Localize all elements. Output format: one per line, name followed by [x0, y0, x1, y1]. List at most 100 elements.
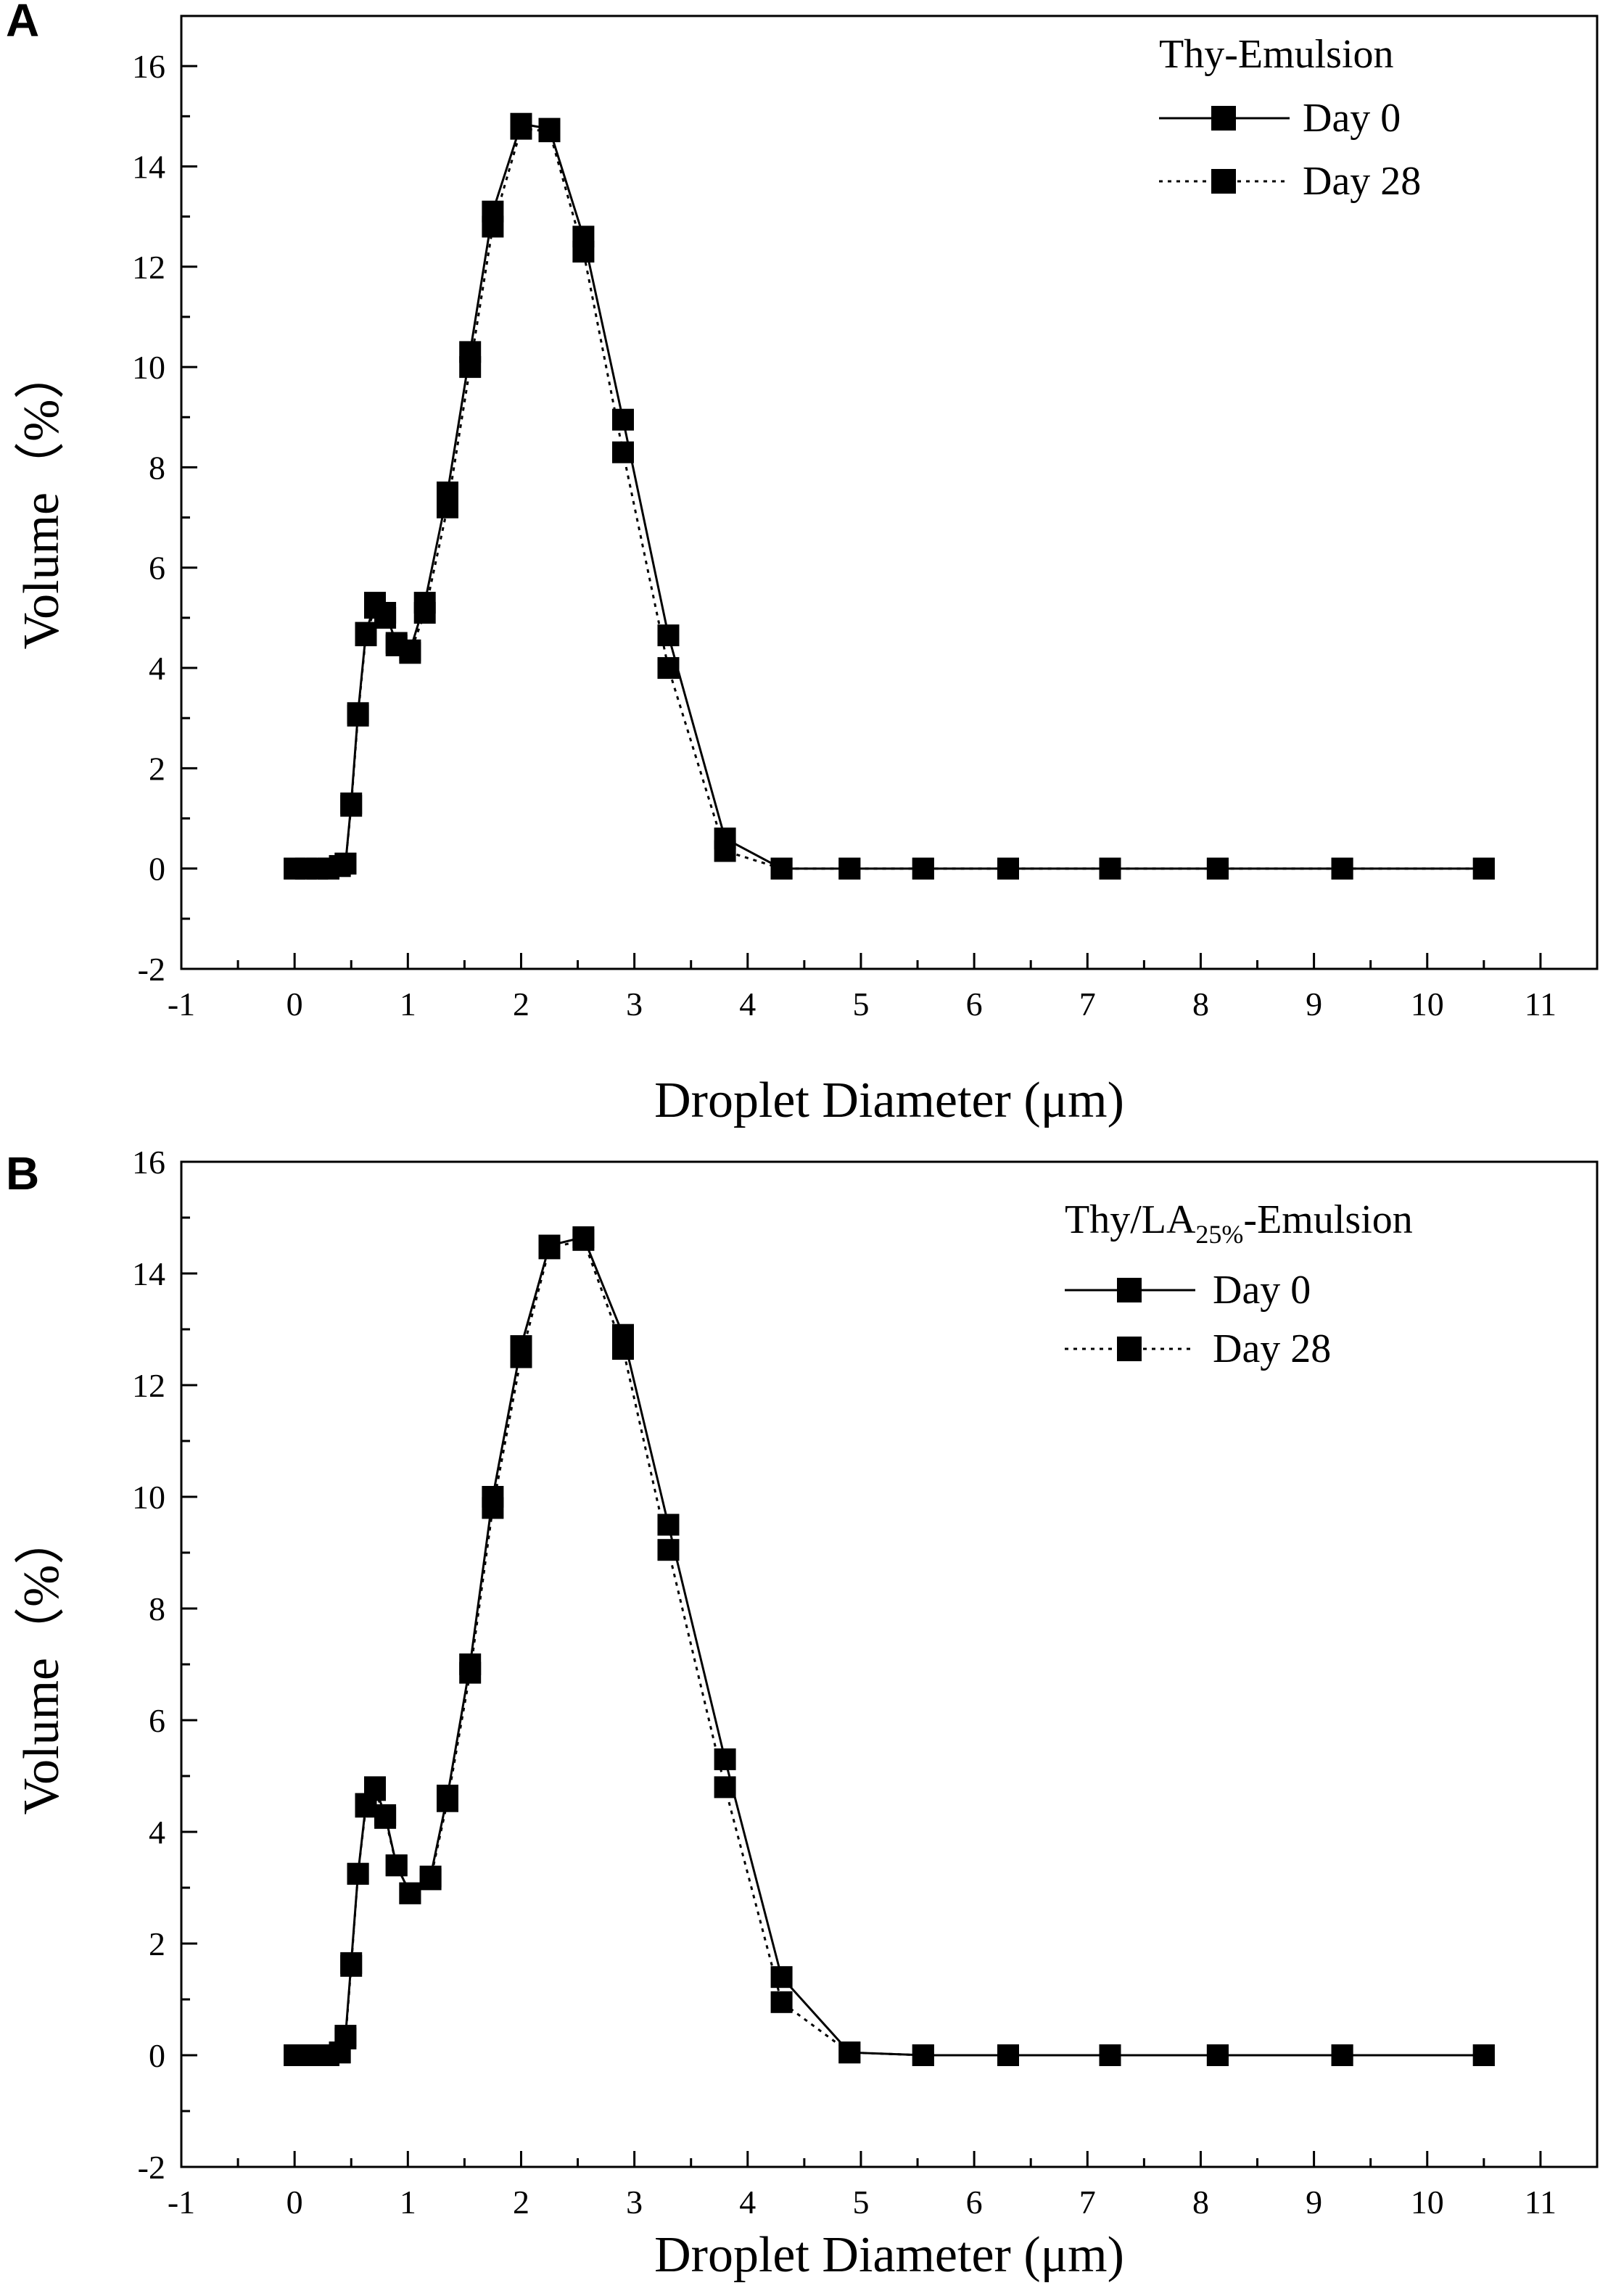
legend-label-day0-b: Day 0	[1213, 1268, 1311, 1313]
x-tick-label: -1	[168, 986, 195, 1023]
y-tick-label: 14	[132, 1255, 165, 1292]
data-point-day-28	[770, 1991, 793, 2013]
y-tick-label: 0	[149, 851, 165, 888]
legend-marker-day28-b	[1117, 1337, 1142, 1361]
data-point-day-28	[912, 857, 934, 880]
legend-marker-day0-a	[1211, 106, 1236, 131]
data-point-day-28	[374, 606, 397, 629]
x-tick-label: 7	[1079, 986, 1096, 1023]
x-tick-label: 6	[966, 986, 983, 1023]
y-tick-label: 8	[149, 1590, 165, 1627]
data-point-day-28	[510, 1346, 532, 1368]
x-tick-label: 9	[1306, 986, 1322, 1023]
y-tick-label: 16	[132, 1144, 165, 1181]
y-tick-label: 2	[149, 750, 165, 787]
data-point-day-28	[714, 840, 736, 862]
legend-label-day28-b: Day 28	[1213, 1326, 1331, 1371]
x-tick-label: -1	[168, 2184, 195, 2221]
x-tick-label: 0	[286, 2184, 303, 2221]
data-point-day-28	[912, 2044, 934, 2066]
data-point-day-28	[340, 795, 363, 817]
y-tick-label: 0	[149, 2037, 165, 2074]
data-point-day-28	[459, 356, 482, 379]
y-tick-label: 10	[132, 1479, 165, 1516]
y-tick-label: -2	[138, 2149, 165, 2186]
data-point-day-28	[399, 642, 421, 664]
data-point-day-0	[714, 1748, 736, 1770]
plot-frame-b	[180, 1160, 1599, 2168]
legend-b: Thy/LA25%-Emulsion Day 0 Day 28	[1065, 1197, 1413, 1371]
series-layer-b	[284, 1226, 1495, 2066]
legend-a: Thy-Emulsion Day 0 Day 28	[1159, 32, 1421, 204]
legend-title-b-main: Thy/LA	[1065, 1197, 1196, 1242]
y-tick-label: 12	[132, 1367, 165, 1404]
x-tick-label: 8	[1192, 2184, 1209, 2221]
x-tick-label: 4	[739, 986, 756, 1023]
x-tick-label: 2	[513, 2184, 529, 2221]
plot-frame-a	[180, 15, 1599, 970]
y-tick-label: 4	[149, 1814, 165, 1851]
legend-marker-day0-b	[1117, 1278, 1142, 1302]
y-tick-label: 6	[149, 1702, 165, 1739]
data-point-day-28	[355, 624, 377, 647]
data-point-day-28	[374, 1806, 397, 1829]
legend-title-a-main: Thy-Emulsion	[1159, 32, 1394, 77]
data-point-day-28	[1206, 857, 1229, 880]
data-point-day-28	[334, 2027, 357, 2049]
data-point-day-28	[612, 441, 634, 463]
y-axis-title-b: Volume（%）	[14, 1514, 70, 1815]
series-layer-a	[284, 112, 1495, 880]
x-tick-label: 4	[739, 2184, 756, 2221]
y-tick-label: 6	[149, 550, 165, 587]
x-tick-label: 11	[1525, 2184, 1557, 2221]
data-point-day-28	[399, 1882, 421, 1904]
data-point-day-28	[340, 1954, 363, 1977]
y-tick-label: 16	[132, 48, 165, 85]
data-point-day-28	[657, 1539, 680, 1561]
series-line-day-0	[294, 122, 1484, 870]
data-point-day-28	[770, 857, 793, 880]
data-point-day-28	[1206, 2044, 1229, 2066]
data-point-day-28	[482, 215, 504, 238]
data-point-day-0	[612, 408, 634, 431]
legend-label-day28-a: Day 28	[1303, 159, 1421, 204]
data-point-day-0	[657, 624, 680, 647]
y-tick-label: 8	[149, 449, 165, 486]
x-tick-label: 8	[1192, 986, 1209, 1023]
panel-letter-b: B	[6, 1147, 39, 1199]
x-tick-label: 9	[1306, 2184, 1322, 2221]
data-point-day-28	[1472, 857, 1495, 880]
series-line-day-28	[294, 127, 1484, 870]
x-tick-label: 1	[400, 986, 416, 1023]
data-point-day-28	[347, 1862, 369, 1885]
data-point-day-28	[612, 1338, 634, 1360]
x-tick-label: 5	[852, 986, 869, 1023]
data-point-day-28	[334, 852, 357, 875]
data-point-day-28	[997, 857, 1019, 880]
y-axis-title-a: Volume（%）	[14, 349, 70, 650]
data-point-day-28	[510, 117, 532, 140]
panel-letter-a: A	[6, 0, 39, 46]
y-tick-label: 12	[132, 249, 165, 286]
data-point-day-0	[770, 1966, 793, 1989]
x-tick-label: 3	[626, 2184, 643, 2221]
x-tick-label: 5	[852, 2184, 869, 2221]
legend-title-b-suffix: -Emulsion	[1243, 1197, 1412, 1242]
data-point-day-0	[657, 1514, 680, 1536]
data-point-day-28	[572, 1228, 595, 1251]
data-point-day-28	[538, 120, 561, 143]
y-tick-label: 14	[132, 148, 165, 185]
data-point-day-28	[838, 857, 861, 880]
data-point-day-28	[1099, 857, 1121, 880]
x-tick-label: 7	[1079, 2184, 1096, 2221]
legend-label-day0-a: Day 0	[1303, 96, 1401, 141]
y-tick-label: 2	[149, 1925, 165, 1962]
data-point-day-28	[657, 657, 680, 680]
data-point-day-28	[437, 1790, 458, 1812]
x-axis-title-a: Droplet Diameter (μm)	[654, 1073, 1124, 1128]
x-tick-label: 1	[400, 2184, 416, 2221]
legend-marker-day28-a	[1211, 169, 1236, 194]
